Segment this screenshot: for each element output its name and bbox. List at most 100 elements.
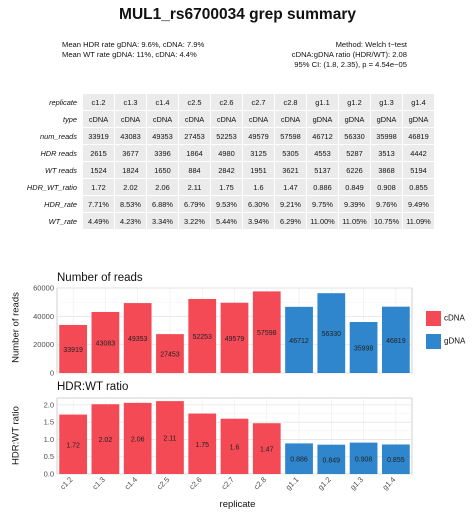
table-cell: 1864: [179, 145, 210, 161]
reads-bar: [349, 322, 378, 373]
ratio-xtick-label: g1.4: [381, 475, 398, 492]
table-cell: 0.908: [371, 179, 402, 195]
table-row: HDR_WT_ratio 1.72 2.02 2.06 2.11 1.75 1.6 1.47 0…: [19, 179, 434, 195]
summary-table: replicate c1.2 c1.3 c1.4 c2.5 c2.6 c2.7 c2.8 g1.…: [18, 93, 435, 230]
reads-bar: [188, 298, 217, 373]
table-cell: 2.02: [115, 179, 146, 195]
ratio-bar: [349, 442, 378, 474]
table-cell: gDNA: [371, 111, 402, 127]
table-cell: 56330: [339, 128, 370, 144]
ratio-bar-value-label: 1.72: [66, 442, 80, 449]
ratio-ytick-label: 0.0: [44, 470, 54, 479]
table-cell: 3677: [115, 145, 146, 161]
ratio-xtick-label: c1.4: [123, 475, 139, 491]
table-cell: 9.53%: [211, 196, 242, 212]
table-row-label: type: [63, 114, 77, 124]
reads-ytick-label: 40000: [33, 312, 54, 321]
table-cell: 6226: [339, 162, 370, 178]
table-row: type cDNA cDNA cDNA cDNA cDNA cDNA cDNA gDNA gDNA…: [19, 111, 434, 127]
ratio-xtick-label: g1.2: [316, 475, 333, 492]
table-cell: cDNA: [147, 111, 178, 127]
table-row-label: HDR_WT_ratio: [26, 182, 77, 192]
table-cell: 7.71%: [83, 196, 114, 212]
ratio-bar: [91, 404, 120, 474]
summary-table-body: replicate c1.2 c1.3 c1.4 c2.5 c2.6 c2.7 c2.8 g1.…: [19, 94, 434, 229]
table-cell: gDNA: [339, 111, 370, 127]
ratio-bar-value-label: 1.47: [260, 447, 274, 454]
table-cell: 46819: [403, 128, 434, 144]
table-cell: c2.7: [243, 94, 274, 110]
table-cell: 4553: [307, 145, 338, 161]
mean-hdr-text: Mean HDR rate gDNA: 9.6%, cDNA: 7.9%: [62, 40, 205, 49]
ratio-bar: [59, 414, 88, 474]
table-cell: 46712: [307, 128, 338, 144]
ratio-bar: [285, 443, 313, 474]
table-cell: 4980: [211, 145, 242, 161]
ratio-bar-value-label: 0.855: [387, 457, 405, 464]
ratio-bar-value-label: 0.886: [290, 457, 308, 464]
ratio-xtick-label: g1.3: [348, 475, 365, 492]
table-cell: 3621: [275, 162, 306, 178]
table-row-label: WT reads: [44, 165, 77, 175]
reads-bar-value-label: 43083: [96, 340, 116, 347]
table-cell: cDNA: [211, 111, 242, 127]
table-cell: 49353: [147, 128, 178, 144]
table-cell: c2.6: [211, 94, 242, 110]
ratio-bar-value-label: 0.908: [355, 456, 373, 463]
ratio-bar-value-label: 0.849: [323, 457, 341, 464]
ratio-xtick-label: c1.2: [58, 475, 74, 491]
table-cell: 1.6: [243, 179, 274, 195]
ratio-xtick-label: c2.7: [220, 475, 236, 491]
table-cell: c1.2: [83, 94, 114, 110]
legend-item-gdna: gDNA: [426, 334, 465, 349]
reads-bar: [220, 302, 249, 373]
table-cell: 43083: [115, 128, 146, 144]
table-cell: c2.8: [275, 94, 306, 110]
table-cell: 2.11: [179, 179, 210, 195]
table-cell: 3868: [371, 162, 402, 178]
table-row: HDR reads 2615 3677 3396 1864 4980 3125 5305 455…: [19, 145, 434, 161]
table-cell: cDNA: [179, 111, 210, 127]
table-cell: 9.49%: [403, 196, 434, 212]
table-cell: 49579: [243, 128, 274, 144]
table-cell: 1650: [147, 162, 178, 178]
ratio-xtick-label: c2.8: [252, 475, 268, 491]
table-row: HDR_rate 7.71% 8.53% 6.88% 6.79% 9.53% 6.30% 9.…: [19, 196, 434, 212]
reads-bar-value-label: 27453: [160, 352, 180, 359]
table-cell: c1.3: [115, 94, 146, 110]
table-cell: g1.3: [371, 94, 402, 110]
table-cell: g1.2: [339, 94, 370, 110]
ratio-bar-value-label: 2.11: [163, 436, 176, 443]
ratio-xtick-label: c1.3: [90, 475, 106, 491]
table-cell: 10.75%: [371, 213, 402, 229]
table-cell: cDNA: [275, 111, 306, 127]
table-cell: 5137: [307, 162, 338, 178]
table-cell: g1.1: [307, 94, 338, 110]
table-cell: 1824: [115, 162, 146, 178]
table-cell: 2842: [211, 162, 242, 178]
table-cell: 5.44%: [211, 213, 242, 229]
table-cell: 0.849: [339, 179, 370, 195]
table-cell: gDNA: [307, 111, 338, 127]
table-cell: 0.855: [403, 179, 434, 195]
ratio-bar: [123, 402, 152, 474]
table-cell: gDNA: [403, 111, 434, 127]
reads-ytick-label: 0: [50, 369, 54, 378]
table-cell: 2.06: [147, 179, 178, 195]
ratio-ytick-label: 2.0: [44, 400, 54, 409]
ratio-chart-title: HDR:WT ratio: [57, 381, 129, 393]
reads-bar-value-label: 46712: [289, 338, 309, 345]
reads-bar: [156, 334, 184, 373]
table-cell: 1.75: [211, 179, 242, 195]
ratio-bar-value-label: 2.02: [99, 437, 113, 444]
ci-text: 95% CI: (1.8, 2.35), p = 4.54e−05: [294, 60, 407, 69]
table-cell: 35998: [371, 128, 402, 144]
table-cell: 6.30%: [243, 196, 274, 212]
ratio-bar: [188, 413, 217, 474]
table-cell: 6.29%: [275, 213, 306, 229]
table-cell: 11.05%: [339, 213, 370, 229]
table-cell: c1.4: [147, 94, 178, 110]
table-cell: 11.09%: [403, 213, 434, 229]
table-cell: 3.34%: [147, 213, 178, 229]
reads-bar-value-label: 56330: [322, 331, 342, 338]
